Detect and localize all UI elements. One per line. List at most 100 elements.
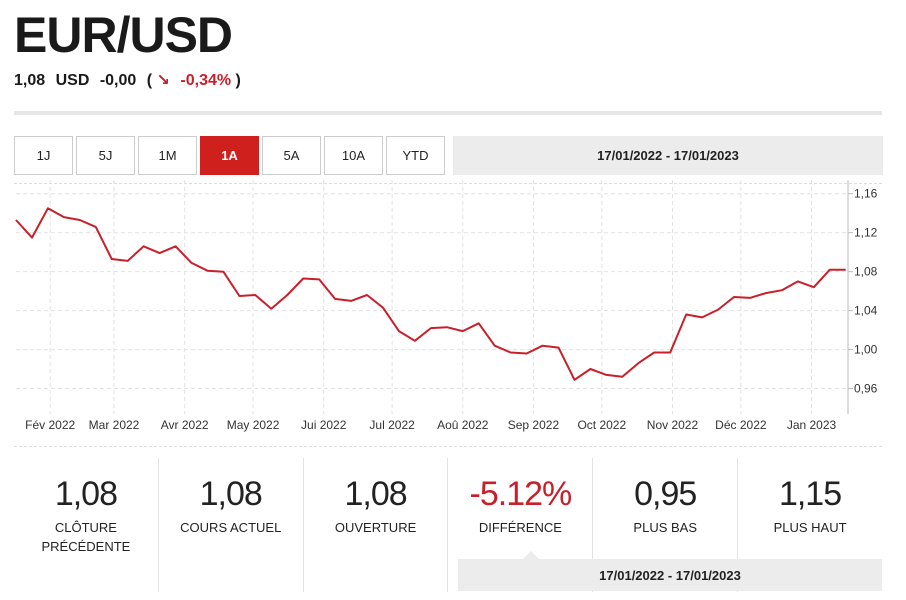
down-arrow-icon: ↘ bbox=[156, 72, 170, 89]
chart-bottom-border bbox=[14, 446, 882, 447]
data-point bbox=[430, 327, 432, 329]
x-tick-label: May 2022 bbox=[227, 418, 280, 432]
data-point bbox=[685, 314, 687, 316]
data-point bbox=[701, 316, 703, 318]
x-tick-label: Nov 2022 bbox=[647, 418, 699, 432]
data-point bbox=[589, 368, 591, 370]
data-point bbox=[494, 345, 496, 347]
data-point bbox=[446, 326, 448, 328]
stat-value: 1,08 bbox=[54, 475, 118, 513]
date-range-display[interactable]: 17/01/2022 - 17/01/2023 bbox=[453, 136, 883, 175]
quote-line: 1,08 USD -0,00 ( ↘ -0,34% ) bbox=[14, 70, 247, 90]
data-point bbox=[366, 294, 368, 296]
data-point bbox=[318, 278, 320, 280]
data-point bbox=[334, 298, 336, 300]
data-point bbox=[653, 352, 655, 354]
price-chart[interactable]: 0,96 1,00 1,04 1,08 1,12 1,16 Fév 2022 Mar 202… bbox=[0, 180, 906, 440]
range-selector: 1J 5J 1M 1A 5A 10A YTD bbox=[14, 136, 448, 175]
chart-top-border bbox=[14, 183, 882, 184]
page-title: EUR/USD bbox=[14, 7, 233, 63]
data-point bbox=[781, 289, 783, 291]
range-pointer-icon bbox=[522, 551, 540, 560]
data-point bbox=[749, 297, 751, 299]
data-point bbox=[111, 258, 113, 260]
data-point bbox=[382, 307, 384, 309]
data-point bbox=[478, 322, 480, 324]
data-point bbox=[398, 330, 400, 332]
x-tick-label: Aoû 2022 bbox=[437, 418, 489, 432]
data-point bbox=[637, 362, 639, 364]
x-tick-label: Fév 2022 bbox=[25, 418, 75, 432]
range-button-ytd[interactable]: YTD bbox=[386, 136, 445, 175]
paren-open: ( bbox=[146, 72, 153, 89]
stat-open: 1,08 OUVERTURE bbox=[304, 458, 449, 592]
data-point bbox=[797, 280, 799, 282]
range-button-1m[interactable]: 1M bbox=[138, 136, 197, 175]
stat-current-price: 1,08 COURS ACTUEL bbox=[159, 458, 304, 592]
data-point bbox=[270, 308, 272, 310]
stat-previous-close: 1,08 CLÔTURE PRÉCÉDENTE bbox=[14, 458, 159, 592]
data-point bbox=[765, 292, 767, 294]
x-tick-label: Oct 2022 bbox=[577, 418, 626, 432]
data-point bbox=[526, 353, 528, 355]
data-point bbox=[733, 296, 735, 298]
data-point bbox=[829, 269, 831, 271]
y-tick-label: 1,04 bbox=[854, 304, 878, 318]
range-button-5a[interactable]: 5A bbox=[262, 136, 321, 175]
range-button-1j[interactable]: 1J bbox=[14, 136, 73, 175]
header-separator bbox=[14, 111, 882, 115]
x-tick-label: Jul 2022 bbox=[369, 418, 415, 432]
data-point bbox=[605, 374, 607, 376]
data-point bbox=[47, 207, 49, 209]
stat-difference: -5.12% DIFFÉRENCE bbox=[448, 458, 594, 592]
stats-panel: 1,08 CLÔTURE PRÉCÉDENTE 1,08 COURS ACTUE… bbox=[14, 458, 882, 592]
y-tick-label: 0,96 bbox=[854, 382, 878, 396]
range-button-1a[interactable]: 1A bbox=[200, 136, 259, 175]
stat-high: 1,15 PLUS HAUT bbox=[738, 458, 882, 592]
absolute-change: -0,00 bbox=[99, 72, 137, 89]
data-point bbox=[207, 270, 209, 272]
stat-low: 0,95 PLUS BAS bbox=[593, 458, 739, 592]
x-tick-label: Mar 2022 bbox=[89, 418, 140, 432]
x-tick-label: Jui 2022 bbox=[301, 418, 347, 432]
y-tick-label: 1,12 bbox=[854, 226, 878, 240]
x-tick-label: Avr 2022 bbox=[161, 418, 209, 432]
stats-date-range: 17/01/2022 - 17/01/2023 bbox=[458, 559, 882, 591]
percent-change: -0,34% bbox=[180, 72, 232, 89]
data-point bbox=[127, 260, 129, 262]
data-point bbox=[159, 252, 161, 254]
data-point bbox=[845, 269, 847, 271]
data-point bbox=[621, 376, 623, 378]
data-point bbox=[222, 271, 224, 273]
data-point bbox=[414, 340, 416, 342]
data-point bbox=[462, 330, 464, 332]
current-price: 1,08 bbox=[14, 72, 46, 89]
stat-label: PLUS BAS bbox=[633, 520, 698, 536]
currency-label: USD bbox=[55, 72, 90, 89]
data-point bbox=[191, 262, 193, 264]
x-tick-label: Sep 2022 bbox=[508, 418, 560, 432]
stat-label: DIFFÉRENCE bbox=[478, 520, 562, 536]
y-tick-label: 1,00 bbox=[854, 343, 878, 357]
data-point bbox=[286, 294, 288, 296]
stat-label: COURS ACTUEL bbox=[180, 520, 282, 536]
data-point bbox=[254, 294, 256, 296]
data-point bbox=[79, 219, 81, 221]
x-tick-label: Jan 2023 bbox=[787, 418, 837, 432]
data-point bbox=[143, 245, 145, 247]
data-point bbox=[238, 295, 240, 297]
data-point bbox=[542, 345, 544, 347]
data-point bbox=[350, 300, 352, 302]
range-button-5j[interactable]: 5J bbox=[76, 136, 135, 175]
stat-label: OUVERTURE bbox=[334, 520, 417, 536]
data-point bbox=[510, 352, 512, 354]
range-button-10a[interactable]: 10A bbox=[324, 136, 383, 175]
stat-value: 1,08 bbox=[199, 475, 263, 513]
price-series-line bbox=[15, 207, 846, 381]
data-point bbox=[302, 278, 304, 280]
stat-value: -5.12% bbox=[469, 475, 573, 513]
data-point bbox=[63, 216, 65, 218]
data-point bbox=[15, 219, 17, 221]
stat-value: 1,08 bbox=[344, 475, 407, 513]
paren-close: ) bbox=[235, 72, 241, 89]
